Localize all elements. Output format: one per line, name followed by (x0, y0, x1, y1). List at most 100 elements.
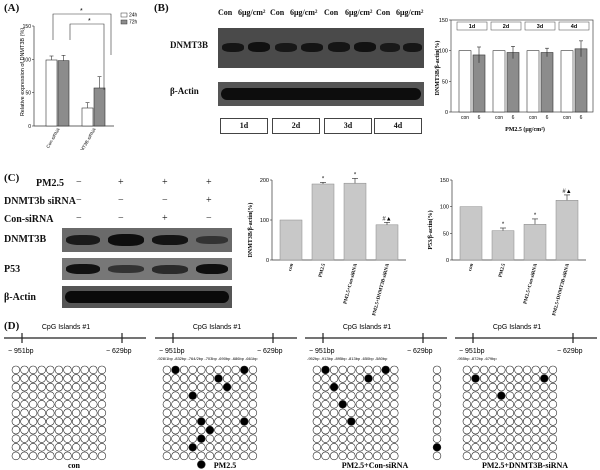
d-cpg-circle (479, 451, 489, 461)
d-cpg-circle (20, 382, 29, 392)
d-cpg-circle (355, 443, 365, 452)
d-cpg-circle (11, 443, 21, 452)
d-cpg-circle (214, 400, 223, 409)
d-cpg-circle (179, 374, 189, 383)
d-cpg-circle (372, 374, 382, 383)
panel-c-chart-dnmt3b: DNMT3B/β-actin(%) 0 100 200 con * PM2.5 * PM2.5… (247, 172, 406, 317)
d-end-label: − 629bp (557, 348, 583, 355)
d-cpg-circle (531, 391, 540, 400)
c-annotation: #▲ (382, 216, 391, 222)
d-cpg-circle (205, 451, 215, 461)
d-cpg-circle (347, 374, 356, 383)
b-tick-label: 6 (546, 115, 549, 121)
c-label-dnmt3b: DNMT3B (4, 234, 47, 245)
c-category-label: PM2.5 (498, 263, 507, 278)
d-cpg-circle (171, 408, 180, 418)
d-cpg-circle (248, 417, 258, 426)
d-cpg-circle (222, 451, 232, 461)
d-cpg-circle (71, 365, 81, 375)
d-island-title: CpG Islands #1 (343, 324, 391, 331)
d-cpg-circle (248, 425, 258, 435)
c-blot-p53 (62, 258, 232, 280)
d-cpg-circle (471, 382, 480, 392)
d-cpg-circle (497, 443, 506, 452)
d-cpg-circle (28, 434, 38, 443)
d-cpg-circle (231, 451, 240, 461)
d-start-label: − 951bp (459, 348, 485, 355)
d-cpg-circle (222, 382, 232, 392)
c-blot-actin (62, 286, 232, 308)
c-bar (459, 206, 483, 261)
d-cpg-circle (372, 451, 382, 461)
d-cpg-circle (89, 391, 98, 400)
d-cpg-circle (338, 434, 347, 443)
d-cpg-circle (432, 425, 442, 435)
d-cpg-circle (214, 451, 223, 461)
d-cpg-circle (222, 408, 232, 418)
d-cpg-circle (505, 365, 515, 375)
d-cpg-circle (248, 408, 258, 418)
d-cpg-circle (197, 365, 206, 375)
d-cpg-circle (381, 425, 390, 435)
d-cpg-circle (381, 408, 390, 418)
d-cpg-circle (390, 374, 399, 383)
d-cpg-circle (231, 391, 240, 400)
d-cpg-circle (488, 443, 497, 452)
d-cpg-circle (321, 451, 330, 461)
d-cpg-circle (432, 382, 442, 392)
b-header-cell: 6μg/cm² (345, 8, 373, 17)
d-cpg-circle (80, 400, 89, 409)
d-cpg-circle (540, 400, 549, 409)
d-cpg-circle (63, 425, 72, 435)
d-cpg-circle (179, 408, 189, 418)
d-cpg-circle (97, 400, 107, 409)
c-category-label: PM2.5+DNMT3B-siRNA (372, 263, 391, 317)
d-caption: con (68, 461, 81, 470)
c-bar (343, 182, 367, 261)
d-cpg-circle (222, 417, 232, 426)
d-cpg-circle (188, 408, 197, 418)
d-cpg-circle (188, 365, 197, 375)
d-cpg-circle (522, 451, 532, 461)
d-cpg-circle (522, 434, 532, 443)
d-cpg-circle (205, 443, 215, 452)
d-cpg-circle (548, 365, 558, 375)
c-bar (375, 224, 399, 261)
d-cpg-circle (54, 382, 64, 392)
d-positions: -955bp -872bp -679bp (457, 356, 497, 361)
d-cpg-circle (531, 400, 540, 409)
sig-bracket-inner (69, 23, 105, 90)
d-cpg-circle (471, 400, 480, 409)
c-treatment-mark: − (118, 213, 124, 224)
legend-swatch-24h (120, 12, 128, 18)
d-cpg-circle (497, 417, 506, 426)
d-cpg-circle (80, 417, 89, 426)
d-cpg-circle (338, 408, 347, 418)
b-day-label: 4d (374, 118, 422, 134)
d-cpg-circle (37, 425, 46, 435)
d-island-title: CpG Islands #1 (42, 324, 90, 331)
b-header-cell: 6μg/cm² (238, 8, 266, 17)
d-cpg-circle (46, 443, 55, 452)
d-island-title: CpG Islands #1 (493, 324, 541, 331)
d-cpg-circle (214, 408, 223, 418)
d-cpg-circle (214, 382, 223, 392)
a-ytick-label: 50 (25, 91, 31, 97)
b-header-cell: 6μg/cm² (396, 8, 424, 17)
b-header-cell: Con (324, 8, 339, 17)
d-cpg-circle (505, 443, 515, 452)
b-group-label: 1d (469, 24, 475, 30)
d-cpg-circle (231, 374, 240, 383)
d-cpg-circle (89, 400, 98, 409)
b-bar (540, 52, 554, 113)
d-cpg-circle (248, 451, 258, 461)
d-cpg-circle (329, 400, 339, 409)
d-cpg-circle (505, 434, 515, 443)
d-cpg-circle (63, 408, 72, 418)
d-cpg-circle (171, 443, 180, 452)
d-cpg-circle (505, 374, 515, 383)
d-cpg-circle (531, 434, 540, 443)
d-cpg-circle (89, 451, 98, 461)
d-cpg-circle (540, 408, 549, 418)
d-cpg-circle (471, 374, 480, 383)
